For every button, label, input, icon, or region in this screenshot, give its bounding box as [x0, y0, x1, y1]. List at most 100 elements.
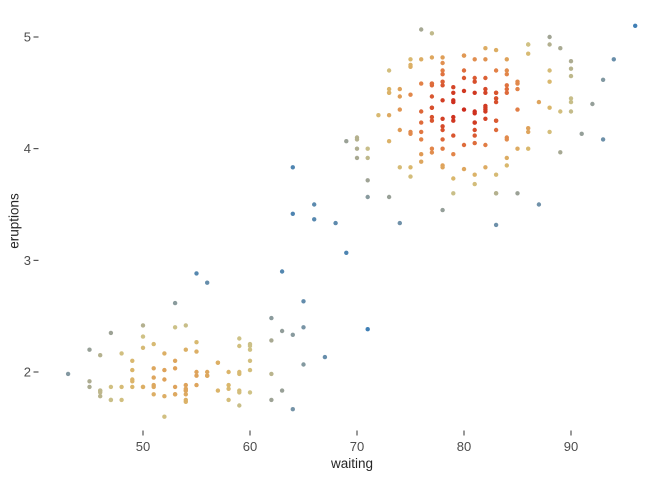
data-point	[172, 300, 178, 306]
data-point	[493, 191, 499, 196]
data-point	[279, 388, 285, 393]
data-point	[215, 360, 221, 365]
data-point	[130, 384, 135, 390]
data-point	[151, 341, 156, 347]
y-tick-label: 5	[24, 29, 31, 44]
data-point	[472, 75, 477, 81]
data-point	[429, 31, 435, 36]
data-point	[493, 99, 499, 105]
data-point	[290, 165, 295, 170]
data-point	[515, 107, 520, 112]
data-point	[87, 347, 92, 352]
data-point	[419, 129, 424, 135]
data-point	[354, 146, 360, 151]
data-point	[140, 334, 146, 339]
data-point	[194, 349, 199, 354]
data-point	[290, 211, 295, 216]
y-tick-label: 4	[24, 141, 31, 156]
data-point	[408, 174, 413, 179]
data-point	[504, 72, 509, 77]
data-point	[568, 99, 574, 105]
data-point	[386, 139, 392, 144]
data-point	[301, 299, 306, 304]
data-point	[172, 384, 178, 390]
data-point	[215, 388, 221, 393]
data-point	[376, 113, 381, 118]
data-point	[483, 116, 488, 122]
data-point	[568, 96, 574, 101]
data-point	[162, 351, 167, 356]
data-point	[483, 46, 488, 51]
data-point	[386, 113, 392, 118]
data-point	[451, 99, 456, 105]
y-axis-title: eruptions	[6, 193, 22, 249]
data-point	[493, 118, 499, 123]
data-point	[547, 105, 552, 110]
data-point	[365, 327, 370, 332]
data-point	[483, 142, 488, 148]
data-point	[408, 129, 413, 135]
data-point	[504, 68, 509, 73]
data-point	[226, 369, 231, 375]
data-point	[87, 379, 92, 384]
data-point	[547, 34, 552, 40]
data-point	[483, 86, 488, 92]
data-point	[558, 150, 563, 155]
data-point	[98, 390, 103, 395]
data-point	[151, 382, 156, 388]
data-point	[547, 129, 552, 135]
data-point	[493, 127, 499, 133]
data-point	[493, 172, 499, 177]
data-point	[419, 109, 424, 114]
data-point	[108, 330, 114, 336]
data-point	[365, 146, 370, 151]
data-point	[504, 57, 509, 62]
data-point	[429, 81, 435, 86]
data-point	[440, 146, 445, 151]
data-point	[130, 358, 135, 363]
data-point	[140, 384, 146, 390]
data-point	[408, 62, 413, 68]
data-point	[237, 390, 242, 395]
data-point	[419, 120, 424, 125]
x-tick-label: 60	[243, 439, 257, 454]
data-point	[130, 377, 135, 382]
data-point	[504, 155, 509, 161]
data-point	[98, 353, 103, 358]
data-point	[119, 384, 124, 390]
data-point	[183, 386, 188, 391]
data-point	[515, 191, 520, 196]
data-point	[397, 165, 402, 170]
data-point	[568, 73, 574, 79]
data-point	[461, 88, 467, 94]
data-point	[194, 271, 199, 276]
data-point	[386, 194, 392, 200]
data-point	[108, 397, 114, 403]
data-point	[419, 81, 424, 86]
data-point	[194, 382, 199, 388]
data-point	[483, 57, 488, 62]
data-point	[151, 375, 156, 380]
data-point	[301, 325, 306, 330]
x-tick-label: 80	[457, 439, 471, 454]
data-point	[429, 55, 435, 60]
data-point	[440, 98, 445, 103]
data-point	[172, 366, 178, 371]
data-point	[269, 371, 274, 377]
data-point	[183, 397, 188, 403]
data-point	[590, 101, 595, 107]
data-point	[130, 367, 135, 373]
data-point	[333, 220, 338, 226]
data-point	[237, 343, 242, 349]
data-point	[290, 407, 295, 412]
data-point	[247, 347, 253, 352]
data-point	[483, 165, 488, 170]
data-point	[504, 163, 509, 168]
data-point	[451, 114, 456, 120]
data-point	[472, 120, 477, 125]
data-point	[429, 105, 435, 110]
data-point	[354, 137, 360, 142]
y-tick-label: 2	[24, 365, 31, 380]
data-point	[440, 79, 445, 84]
data-point	[504, 86, 509, 92]
